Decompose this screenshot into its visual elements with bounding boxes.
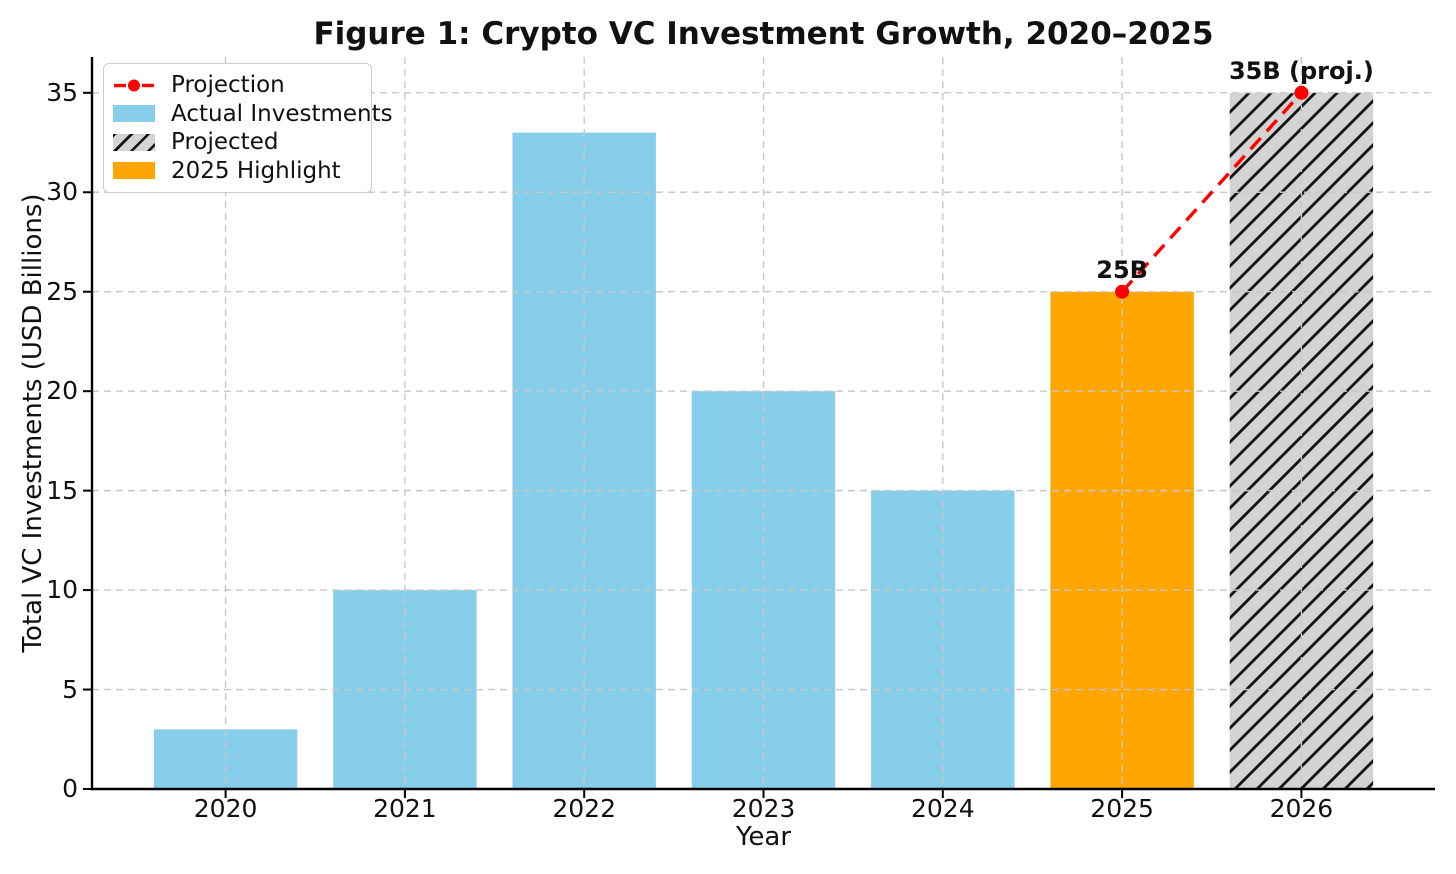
legend-item-label: Projected: [171, 129, 279, 156]
x-axis-label: Year: [735, 822, 792, 852]
y-tick-label: 25: [46, 276, 78, 306]
y-tick-label: 30: [46, 177, 78, 207]
y-tick-label: 5: [62, 674, 78, 704]
legend-item: Projected: [113, 128, 361, 156]
x-tick-label: 2022: [552, 794, 616, 823]
annotation: 25B: [1096, 255, 1148, 284]
y-tick-label: 20: [46, 376, 78, 406]
x-tick-label: 2020: [193, 794, 258, 823]
color-swatch-icon: [113, 105, 155, 123]
y-tick-label: 35: [46, 77, 78, 107]
projection-point: [1115, 284, 1130, 299]
legend-item: Projection: [113, 71, 361, 99]
x-tick-label: 2023: [731, 794, 796, 823]
legend-item-label: Actual Investments: [171, 100, 393, 127]
legend-item: Actual Investments: [113, 100, 393, 128]
x-tick-label: 2024: [910, 794, 975, 823]
legend-item-label: Projection: [171, 72, 285, 98]
legend-item: 2025 Highlight: [113, 157, 361, 185]
y-tick-label: 10: [46, 575, 78, 605]
x-tick-label: 2026: [1269, 794, 1334, 823]
hatched-swatch-icon: [113, 133, 155, 151]
x-tick-label: 2025: [1090, 794, 1154, 823]
chart-title: Figure 1: Crypto VC Investment Growth, 2…: [313, 16, 1214, 52]
legend: Projection Actual Investments Projected 202…: [103, 63, 393, 193]
y-tick-label: 0: [62, 774, 78, 803]
x-tick-label: 2021: [373, 794, 437, 823]
annotation: 35B (proj.): [1228, 56, 1374, 85]
legend-item-label: 2025 Highlight: [171, 157, 341, 184]
projection-line: [1120, 91, 1303, 293]
color-swatch-icon: [113, 162, 155, 180]
projection-point: [1294, 85, 1309, 100]
projection-line-icon: [113, 77, 155, 94]
y-tick-label: 15: [46, 475, 78, 505]
